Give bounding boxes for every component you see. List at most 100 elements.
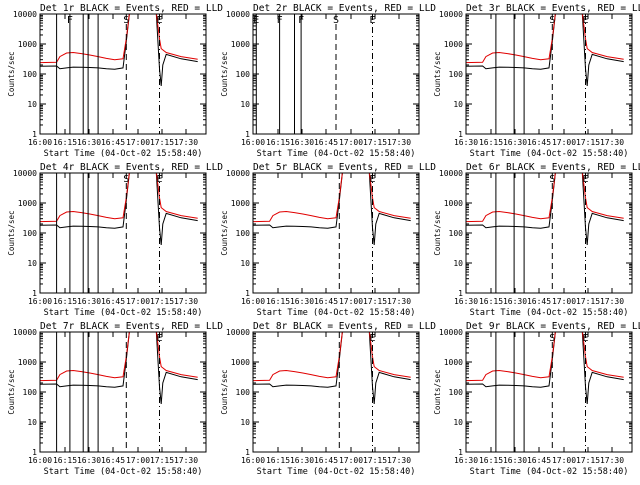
y-tick-label: 10000	[439, 328, 463, 337]
x-tick-label: 16:15	[479, 456, 503, 465]
x-tick-label: 16:00	[241, 297, 265, 306]
x-tick-label: 16:00	[28, 297, 52, 306]
x-tick-label: 16:15	[53, 297, 77, 306]
marker-label: E	[370, 15, 376, 26]
y-tick-label: 10	[240, 259, 250, 268]
y-tick-label: 10	[453, 100, 463, 109]
x-axis-label: Start Time (04-Oct-02 15:58:40)	[257, 308, 416, 318]
plot-title: Det 5r BLACK = Events, RED = LLD	[253, 162, 436, 173]
marker-label: S	[123, 174, 129, 185]
series-line-events	[466, 14, 624, 86]
x-tick-label: 17:30	[387, 297, 411, 306]
x-axis-label: Start Time (04-Oct-02 15:58:40)	[470, 467, 629, 477]
y-tick-label: 1	[32, 448, 37, 457]
marker-label: E	[370, 174, 376, 185]
x-tick-label: 16:30	[290, 138, 314, 147]
marker-label: E	[370, 333, 376, 344]
x-tick-label: 16:45	[314, 456, 338, 465]
y-axis-label: Counts/sec	[220, 51, 229, 96]
plot-frame	[39, 331, 207, 453]
marker-label: F	[298, 15, 304, 26]
y-tick-label: 10	[453, 259, 463, 268]
marker-label: E	[583, 15, 589, 26]
series-line-events	[253, 173, 411, 245]
x-axis-label: Start Time (04-Oct-02 15:58:40)	[44, 467, 203, 477]
y-tick-label: 10000	[439, 10, 463, 19]
x-tick-label: 17:15	[576, 297, 600, 306]
marker-label: E	[253, 15, 259, 26]
x-axis-label: Start Time (04-Oct-02 15:58:40)	[257, 149, 416, 159]
y-tick-label: 10	[27, 418, 37, 427]
y-axis-label: Counts/sec	[7, 51, 16, 96]
plot-frame	[465, 13, 633, 135]
series-line-lld	[40, 332, 198, 382]
marker-label: S	[123, 15, 129, 26]
y-axis-label: Counts/sec	[433, 369, 442, 414]
plot-panel-8: E 1 10 100 1000 10000 16:00 16:15 16:30 16:45 17:0…	[220, 321, 436, 477]
y-tick-label: 1000	[231, 358, 250, 367]
x-tick-label: 16:30	[77, 456, 101, 465]
x-tick-label: 17:00	[552, 456, 576, 465]
x-tick-label: 16:30	[290, 456, 314, 465]
marker-label: F	[67, 15, 73, 26]
x-tick-label: 17:30	[174, 138, 198, 147]
x-tick-label: 16:45	[527, 138, 551, 147]
x-tick-label: 17:15	[576, 138, 600, 147]
y-tick-label: 1000	[444, 199, 463, 208]
y-tick-label: 10	[27, 100, 37, 109]
x-tick-label: 17:15	[576, 456, 600, 465]
y-tick-label: 10	[453, 418, 463, 427]
y-tick-label: 10000	[13, 10, 37, 19]
marker-label: E	[583, 333, 589, 344]
y-tick-label: 1000	[18, 358, 37, 367]
x-tick-label: 16:15	[53, 456, 77, 465]
x-tick-label: 16:15	[53, 138, 77, 147]
marker-label: F	[277, 15, 283, 26]
y-axis-label: Counts/sec	[220, 369, 229, 414]
x-tick-label: 17:30	[174, 456, 198, 465]
marker-label: S	[333, 15, 339, 26]
y-tick-label: 10	[240, 418, 250, 427]
x-tick-label: 17:30	[387, 138, 411, 147]
x-tick-label: 16:30	[290, 297, 314, 306]
y-axis-label: Counts/sec	[433, 51, 442, 96]
x-tick-label: 16:45	[314, 297, 338, 306]
plot-title: Det 7r BLACK = Events, RED = LLD	[40, 321, 223, 332]
plot-title: Det 1r BLACK = Events, RED = LLD	[40, 3, 223, 14]
x-tick-label: 16:30	[503, 138, 527, 147]
y-tick-label: 1	[32, 130, 37, 139]
y-tick-label: 100	[449, 229, 464, 238]
y-tick-label: 100	[23, 229, 38, 238]
x-tick-label: 17:00	[339, 297, 363, 306]
plot-frame	[252, 172, 420, 294]
y-tick-label: 10000	[226, 328, 250, 337]
plot-frame	[465, 331, 633, 453]
x-tick-label: 17:00	[339, 456, 363, 465]
x-tick-label: 17:00	[552, 138, 576, 147]
series-line-events	[40, 332, 198, 404]
x-tick-label: 16:30	[77, 297, 101, 306]
series-line-lld	[40, 173, 198, 223]
y-tick-label: 1000	[444, 358, 463, 367]
y-tick-label: 1000	[18, 199, 37, 208]
plot-title: Det 9r BLACK = Events, RED = LLD	[466, 321, 640, 332]
x-tick-label: 17:15	[363, 138, 387, 147]
x-tick-label: 17:15	[150, 297, 174, 306]
x-tick-label: 16:30	[503, 297, 527, 306]
x-tick-label: 16:00	[241, 456, 265, 465]
x-axis-label: Start Time (04-Oct-02 15:58:40)	[44, 308, 203, 318]
y-tick-label: 1	[245, 448, 250, 457]
y-tick-label: 10	[27, 259, 37, 268]
plot-title: Det 8r BLACK = Events, RED = LLD	[253, 321, 436, 332]
y-tick-label: 10000	[439, 169, 463, 178]
x-tick-label: 17:30	[600, 456, 624, 465]
y-tick-label: 1	[458, 448, 463, 457]
plot-title: Det 6r BLACK = Events, RED = LLD	[466, 162, 640, 173]
plot-title: Det 3r BLACK = Events, RED = LLD	[466, 3, 640, 14]
plot-frame	[39, 172, 207, 294]
